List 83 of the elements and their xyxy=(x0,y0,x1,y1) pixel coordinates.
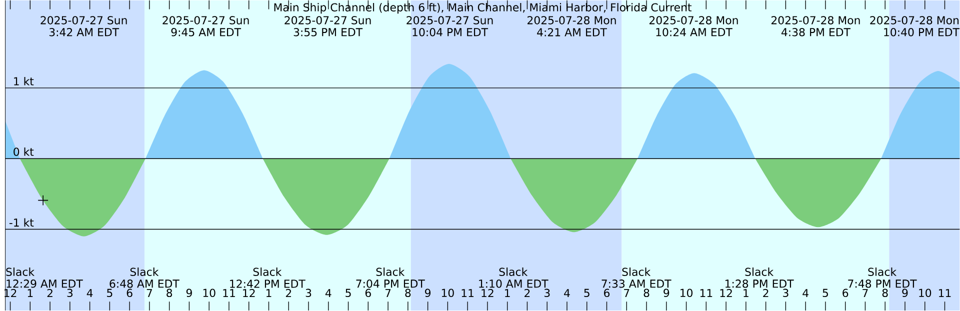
x-tick-label: 10 xyxy=(919,288,932,298)
x-tick-label: 1 xyxy=(28,289,33,298)
annotation: 2025-07-27 Sun xyxy=(406,16,493,24)
x-tick-label: 12 xyxy=(482,289,494,298)
x-tick-label: 5 xyxy=(346,289,351,298)
annotation: 2025-07-27 Sun xyxy=(162,16,249,24)
annotation: 10:24 AM EDT xyxy=(656,28,732,36)
x-tick-label: 10 xyxy=(442,288,454,298)
annotation: Slack xyxy=(499,268,528,276)
annotation: Slack xyxy=(868,268,897,276)
x-tick-label: 10 xyxy=(680,288,692,298)
x-tick-label: 3 xyxy=(783,288,788,298)
annotation: 6:48 AM EDT xyxy=(110,280,180,288)
x-tick-label: 1 xyxy=(505,289,510,298)
x-tick-label: 11 xyxy=(462,289,474,298)
x-tick-label: 5 xyxy=(822,289,828,298)
annotation: 10:40 PM EDT xyxy=(884,28,960,36)
annotation: Slack xyxy=(622,268,651,276)
annotation: 2025-07-27 Sun xyxy=(40,16,127,24)
annotation: 2025-07-28 Mon xyxy=(870,16,959,24)
x-tick-label: 1 xyxy=(266,289,272,298)
y-tick-label: 0 kt xyxy=(14,148,34,156)
x-tick-label: 7 xyxy=(624,289,630,298)
x-tick-label: 4 xyxy=(564,289,570,298)
annotation: 2025-07-28 Mon xyxy=(771,16,860,24)
annotation: Slack xyxy=(745,268,774,276)
x-tick-label: 2 xyxy=(286,289,292,298)
x-tick-label: 3 xyxy=(544,288,550,298)
x-tick-label: 2 xyxy=(524,289,530,298)
x-tick-label: 9 xyxy=(664,288,670,298)
x-tick-label: 9 xyxy=(902,288,908,298)
x-tick-label: 7 xyxy=(146,289,152,298)
x-tick-label: 7 xyxy=(862,289,868,298)
annotation: 7:04 PM EDT xyxy=(356,280,425,288)
annotation: 12:42 PM EDT xyxy=(230,280,306,288)
x-tick-label: 8 xyxy=(644,288,650,298)
annotation: 10:04 PM EDT xyxy=(412,28,488,36)
annotation: Slack xyxy=(130,268,159,276)
x-tick-label: 11 xyxy=(700,289,712,298)
annotation: 3:42 AM EDT xyxy=(49,28,120,36)
x-tick-label: 8 xyxy=(882,288,888,298)
annotation: 2025-07-27 Sun xyxy=(284,16,371,24)
annotation: Slack xyxy=(253,268,282,276)
x-tick-label: 9 xyxy=(186,288,192,298)
x-tick-label: 8 xyxy=(166,288,172,298)
x-tick-label: 12 xyxy=(720,289,732,298)
x-tick-label: 1 xyxy=(744,289,748,298)
x-tick-label: 4 xyxy=(325,289,332,298)
annotation: Slack xyxy=(6,268,34,276)
annotation: 4:21 AM EDT xyxy=(537,28,607,36)
annotation: 3:55 PM EDT xyxy=(294,28,363,36)
x-tick-label: 5 xyxy=(584,289,590,298)
x-tick-label: 6 xyxy=(604,288,610,298)
x-tick-label: 12 xyxy=(243,289,255,298)
x-tick-label: 6 xyxy=(126,288,132,298)
annotation: 2025-07-28 Mon xyxy=(528,16,616,24)
x-tick-label: 2 xyxy=(763,289,768,298)
x-tick-label: 8 xyxy=(405,288,411,298)
annotation: 7:48 PM EDT xyxy=(848,280,917,288)
x-tick-label: 11 xyxy=(939,289,951,298)
x-tick-label: 2 xyxy=(47,289,52,298)
x-tick-label: 9 xyxy=(425,288,431,298)
y-tick-label: 1 kt xyxy=(14,77,34,86)
x-tick-label: 6 xyxy=(365,288,371,298)
annotation: Slack xyxy=(376,268,405,276)
annotation: 1:28 PM EDT xyxy=(725,280,794,288)
x-tick-label: 7 xyxy=(385,289,391,298)
x-tick-label: 4 xyxy=(86,289,93,298)
chart-title: Main Ship Channel (depth 6 ft), Main Channel, Miami Harbor, Florida Current xyxy=(274,3,692,14)
x-tick-label: 3 xyxy=(306,288,312,298)
x-tick-label: 6 xyxy=(842,288,848,298)
annotation: 9:45 AM EDT xyxy=(171,28,242,36)
x-tick-label: 10 xyxy=(203,288,216,298)
annotation: 12:29 AM EDT xyxy=(6,280,83,288)
y-tick-label: -1 kt xyxy=(9,218,34,227)
annotation: 4:38 PM EDT xyxy=(781,28,851,36)
x-tick-label: 11 xyxy=(223,289,235,298)
x-tick-label: 3 xyxy=(67,288,73,298)
annotation: 7:33 AM EDT xyxy=(602,280,672,288)
x-tick-label: 4 xyxy=(802,289,808,298)
annotation: 1:10 AM EDT xyxy=(479,280,548,288)
annotation: 2025-07-28 Mon xyxy=(649,16,738,24)
x-tick-label: 5 xyxy=(107,289,112,298)
